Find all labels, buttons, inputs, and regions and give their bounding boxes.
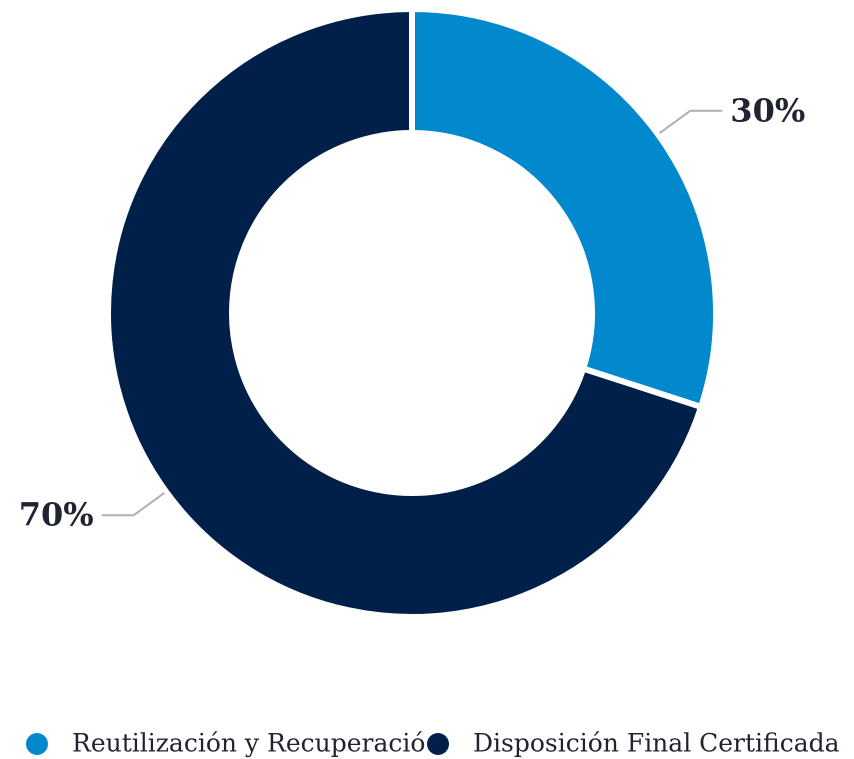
- legend-marker: [427, 733, 449, 755]
- leader-line: [658, 109, 723, 134]
- leader-line: [101, 492, 166, 517]
- legend-label: Disposición Final Certificada: [473, 729, 840, 758]
- legend-label: Reutilización y Recuperació: [72, 729, 425, 758]
- slice-label: 30%: [730, 91, 805, 129]
- legend-marker: [26, 733, 48, 755]
- slice-label: 70%: [19, 496, 94, 534]
- donut-slice: [105, 6, 705, 620]
- donut-slice: [409, 6, 719, 410]
